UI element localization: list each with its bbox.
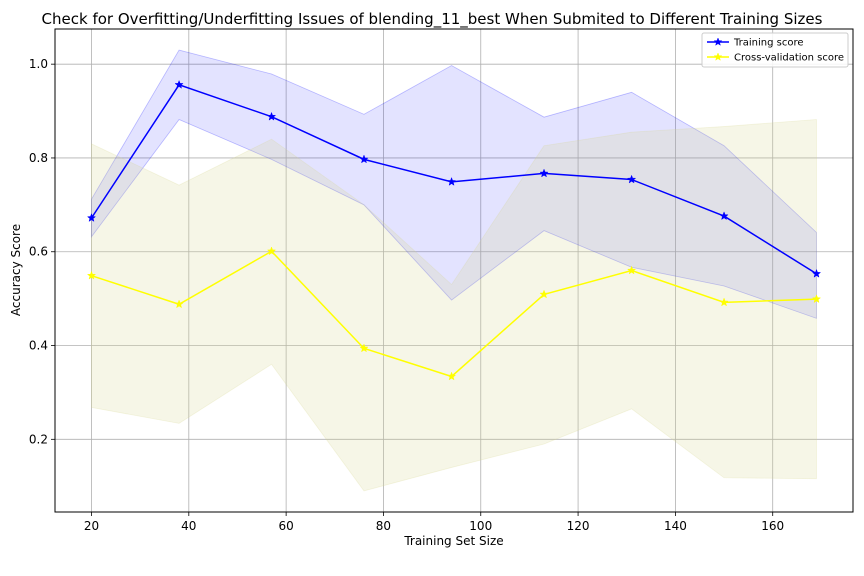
plot-frame (54, 28, 854, 513)
confidence-bands (91, 49, 817, 492)
legend-label-cross-validation: Cross-validation score (734, 53, 844, 64)
x-tick-label: 160 (761, 519, 784, 533)
data-point-cross-validation (359, 343, 369, 353)
x-axis-label: Training Set Size (403, 534, 503, 548)
data-point-training (86, 213, 97, 222)
x-tick-label: 100 (469, 519, 492, 533)
y-tick-label: 0.4 (29, 339, 48, 353)
y-tick-label: 1.0 (29, 57, 48, 71)
data-point-training (174, 79, 184, 89)
legend-label-training: Training score (733, 38, 804, 49)
data-point-training (359, 154, 369, 164)
x-tick-label: 80 (376, 519, 391, 533)
data-point-cross-validation (174, 299, 184, 309)
x-tick-label: 60 (278, 519, 293, 533)
data-point-cross-validation (266, 246, 277, 256)
data-point-cross-validation (719, 297, 729, 307)
y-tick-label: 0.8 (29, 151, 48, 165)
legend-box (701, 32, 849, 68)
data-point-training (719, 211, 729, 221)
x-tick-label: 120 (567, 519, 590, 533)
data-point-training (539, 168, 549, 178)
data-point-cross-validation (446, 371, 457, 381)
data-point-cross-validation (539, 289, 549, 299)
data-point-training (811, 268, 822, 278)
chart-title: Check for Overfitting/Underfitting Issue… (42, 10, 823, 29)
legend: Training score Cross-validation score (701, 32, 849, 68)
legend-marker-cross-validation (713, 52, 723, 61)
series-lines (86, 79, 822, 381)
axis-ticks: 20 40 60 80 100 120 140 160 0.2 0.4 0.6 0.8 1.0 (29, 57, 784, 533)
x-tick-label: 20 (84, 519, 99, 533)
y-axis-label: Accuracy Score (9, 224, 23, 316)
legend-marker-training (713, 37, 723, 46)
data-point-training (446, 176, 457, 186)
x-tick-label: 40 (181, 519, 196, 533)
y-tick-label: 0.6 (29, 245, 48, 259)
data-point-training (626, 174, 637, 184)
data-point-training (266, 111, 277, 121)
data-point-cross-validation (626, 265, 637, 275)
x-tick-label: 140 (664, 519, 687, 533)
data-point-cross-validation (811, 294, 822, 304)
y-tick-label: 0.2 (29, 432, 48, 446)
confidence-band-cross-validation (91, 119, 817, 492)
data-point-cross-validation (86, 270, 97, 280)
